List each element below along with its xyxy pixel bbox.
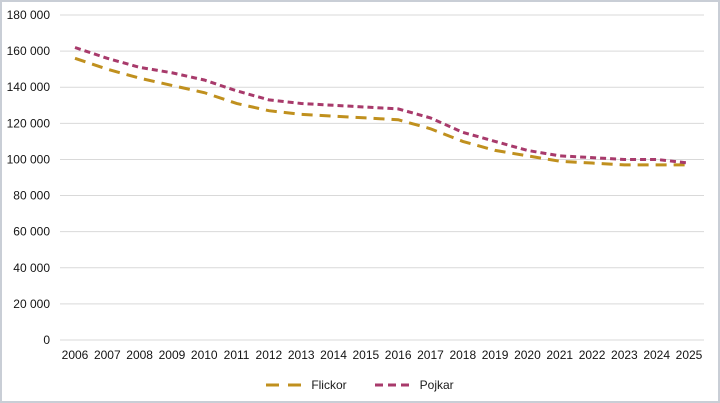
y-axis-tick-label: 160 000 xyxy=(7,44,51,58)
x-axis-tick-label: 2018 xyxy=(449,348,476,362)
x-axis-tick-label: 2014 xyxy=(320,348,347,362)
legend-item-flickor: Flickor xyxy=(266,378,347,392)
x-axis-tick-label: 2010 xyxy=(191,348,218,362)
x-axis-tick-label: 2009 xyxy=(159,348,186,362)
y-axis-tick-label: 180 000 xyxy=(7,8,51,22)
x-axis-tick-label: 2022 xyxy=(579,348,606,362)
x-axis-tick-label: 2019 xyxy=(482,348,509,362)
y-axis-tick-label: 140 000 xyxy=(7,80,51,94)
x-axis-tick-label: 2021 xyxy=(546,348,573,362)
series-line-pojkar xyxy=(74,46,690,165)
y-axis-tick-label: 60 000 xyxy=(13,225,50,239)
x-axis-tick-label: 2016 xyxy=(385,348,412,362)
x-axis-tick-label: 2023 xyxy=(611,348,638,362)
x-axis-tick-label: 2011 xyxy=(224,348,250,362)
pojkar-dash-swatch xyxy=(374,383,413,387)
x-axis-tick-label: 2006 xyxy=(62,348,89,362)
legend-item-pojkar: Pojkar xyxy=(374,378,454,392)
x-axis-tick-label: 2015 xyxy=(352,348,379,362)
y-axis-tick-label: 20 000 xyxy=(13,297,50,311)
x-axis-tick-label: 2012 xyxy=(256,348,283,362)
x-axis-tick-label: 2007 xyxy=(94,348,121,362)
series-line-flickor xyxy=(74,56,689,167)
x-axis-tick-label: 2017 xyxy=(417,348,444,362)
y-axis-tick-label: 100 000 xyxy=(7,152,51,166)
x-axis-tick-label: 2008 xyxy=(126,348,153,362)
y-axis-tick-label: 0 xyxy=(43,333,50,347)
line-chart: 0 20 000 40 000 60 000 80 000 100 000 120 000 1… xyxy=(7,8,704,362)
x-axis-tick-label: 2025 xyxy=(676,348,703,362)
flickor-dash-swatch xyxy=(266,383,305,387)
y-axis-tick-label: 80 000 xyxy=(13,189,50,203)
x-axis-tick-label: 2024 xyxy=(643,348,670,362)
x-axis-tick-label: 2020 xyxy=(514,348,541,362)
x-axis-tick-label: 2013 xyxy=(288,348,315,362)
legend-label-pojkar: Pojkar xyxy=(419,378,454,392)
legend: Flickor Pojkar xyxy=(2,379,718,391)
legend-label-flickor: Flickor xyxy=(311,378,347,392)
y-axis-tick-label: 120 000 xyxy=(7,116,51,130)
y-axis-tick-label: 40 000 xyxy=(13,261,50,275)
